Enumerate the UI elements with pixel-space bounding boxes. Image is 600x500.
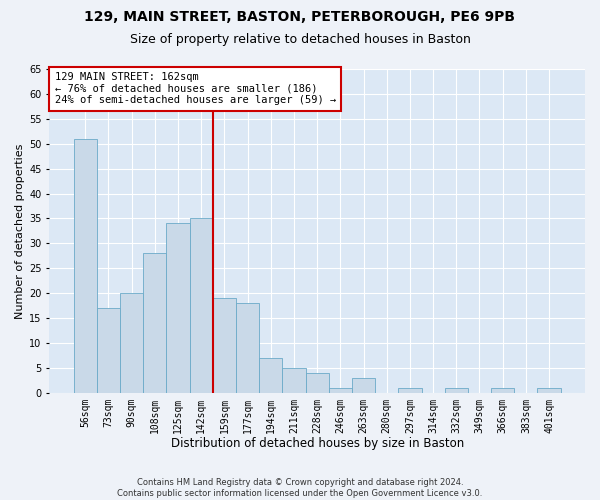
Bar bbox=[329, 388, 352, 392]
Text: 129, MAIN STREET, BASTON, PETERBOROUGH, PE6 9PB: 129, MAIN STREET, BASTON, PETERBOROUGH, … bbox=[85, 10, 515, 24]
Bar bbox=[143, 254, 166, 392]
Bar bbox=[236, 303, 259, 392]
Bar bbox=[305, 373, 329, 392]
Bar bbox=[74, 138, 97, 392]
Bar bbox=[190, 218, 213, 392]
Bar bbox=[538, 388, 560, 392]
Text: 129 MAIN STREET: 162sqm
← 76% of detached houses are smaller (186)
24% of semi-d: 129 MAIN STREET: 162sqm ← 76% of detache… bbox=[55, 72, 336, 106]
Bar bbox=[398, 388, 422, 392]
Text: Size of property relative to detached houses in Baston: Size of property relative to detached ho… bbox=[130, 32, 470, 46]
Bar bbox=[120, 293, 143, 392]
Bar bbox=[213, 298, 236, 392]
Bar bbox=[491, 388, 514, 392]
Bar bbox=[445, 388, 468, 392]
X-axis label: Distribution of detached houses by size in Baston: Distribution of detached houses by size … bbox=[170, 437, 464, 450]
Y-axis label: Number of detached properties: Number of detached properties bbox=[15, 143, 25, 318]
Text: Contains HM Land Registry data © Crown copyright and database right 2024.
Contai: Contains HM Land Registry data © Crown c… bbox=[118, 478, 482, 498]
Bar bbox=[283, 368, 305, 392]
Bar bbox=[352, 378, 375, 392]
Bar bbox=[97, 308, 120, 392]
Bar bbox=[166, 224, 190, 392]
Bar bbox=[259, 358, 283, 392]
